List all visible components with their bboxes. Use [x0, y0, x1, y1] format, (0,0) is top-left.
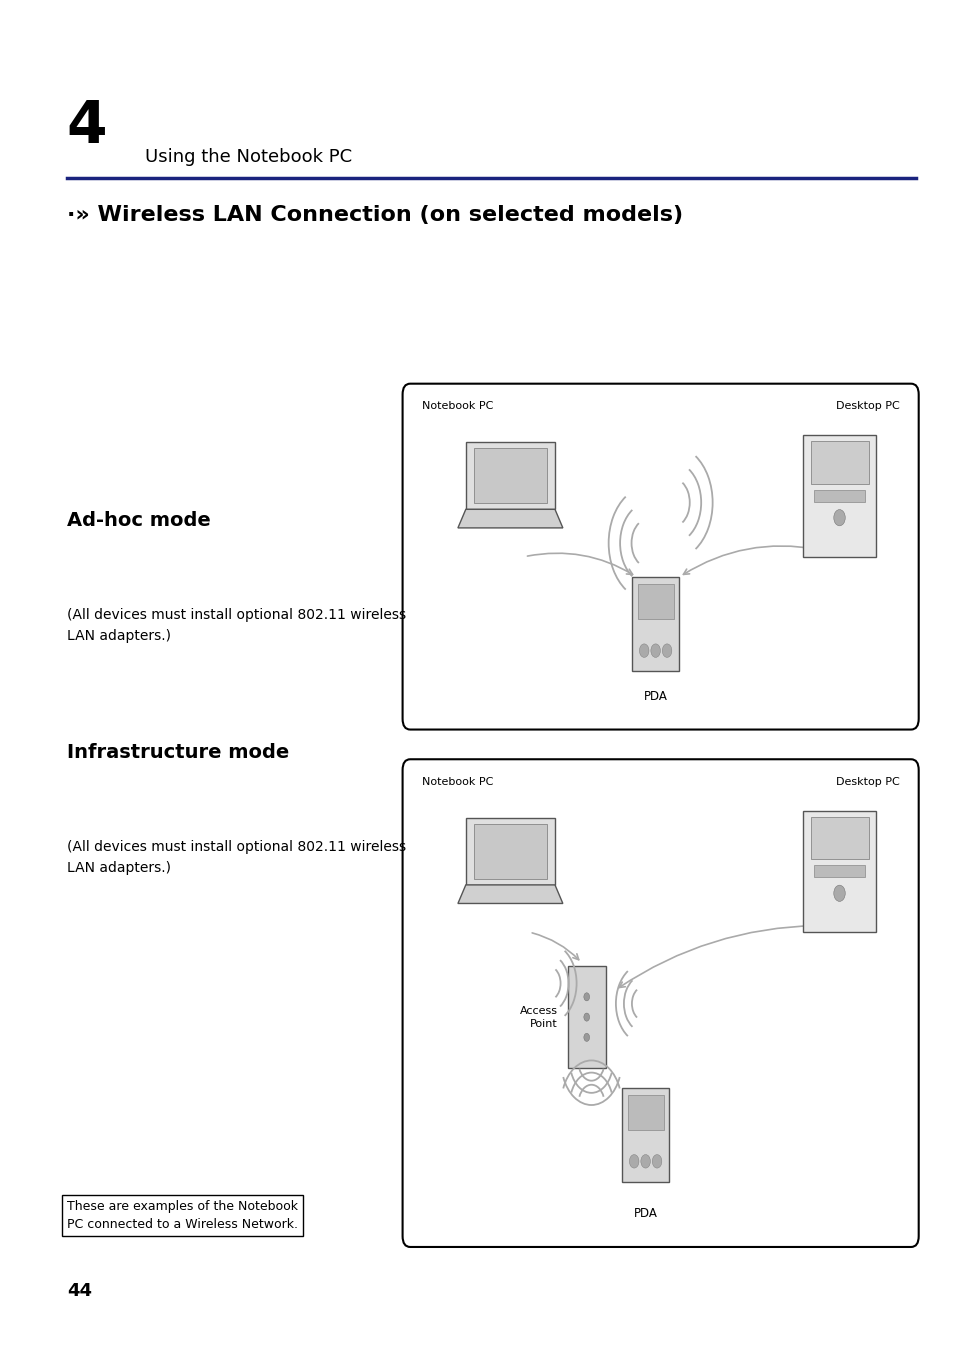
- Polygon shape: [810, 816, 867, 859]
- Polygon shape: [457, 885, 562, 904]
- Polygon shape: [474, 449, 546, 504]
- Polygon shape: [465, 819, 555, 885]
- Text: ·» Wireless LAN Connection (on selected models): ·» Wireless LAN Connection (on selected …: [67, 205, 682, 226]
- Polygon shape: [474, 824, 546, 880]
- Text: Desktop PC: Desktop PC: [835, 401, 899, 411]
- Text: Ad-hoc mode: Ad-hoc mode: [67, 511, 211, 530]
- Polygon shape: [621, 1088, 669, 1182]
- Circle shape: [833, 885, 844, 901]
- Polygon shape: [567, 966, 605, 1067]
- Polygon shape: [802, 435, 875, 557]
- Circle shape: [583, 1034, 589, 1042]
- Text: PDA: PDA: [643, 689, 667, 703]
- Text: These are examples of the Notebook
PC connected to a Wireless Network.: These are examples of the Notebook PC co…: [67, 1200, 297, 1231]
- Polygon shape: [813, 866, 864, 878]
- Text: Infrastructure mode: Infrastructure mode: [67, 743, 289, 762]
- Text: Desktop PC: Desktop PC: [835, 777, 899, 786]
- Text: (All devices must install optional 802.11 wireless
LAN adapters.): (All devices must install optional 802.1…: [67, 608, 405, 643]
- Polygon shape: [627, 1096, 663, 1129]
- Text: 44: 44: [67, 1282, 91, 1300]
- Text: 4: 4: [67, 99, 108, 155]
- FancyBboxPatch shape: [402, 384, 918, 730]
- Text: (All devices must install optional 802.11 wireless
LAN adapters.): (All devices must install optional 802.1…: [67, 840, 405, 875]
- FancyBboxPatch shape: [402, 759, 918, 1247]
- Circle shape: [629, 1155, 639, 1169]
- Text: Notebook PC: Notebook PC: [421, 777, 493, 786]
- Circle shape: [652, 1155, 661, 1169]
- Circle shape: [661, 644, 671, 658]
- Polygon shape: [457, 509, 562, 528]
- Text: Using the Notebook PC: Using the Notebook PC: [145, 149, 352, 166]
- Circle shape: [583, 1013, 589, 1021]
- Circle shape: [639, 644, 648, 658]
- Polygon shape: [631, 577, 679, 671]
- Polygon shape: [637, 585, 673, 619]
- Circle shape: [833, 509, 844, 526]
- Circle shape: [640, 1155, 650, 1169]
- Circle shape: [650, 644, 659, 658]
- Polygon shape: [802, 811, 875, 932]
- Polygon shape: [813, 490, 864, 501]
- Text: Notebook PC: Notebook PC: [421, 401, 493, 411]
- Text: Access
Point: Access Point: [519, 1005, 558, 1028]
- Circle shape: [583, 993, 589, 1001]
- Polygon shape: [465, 443, 555, 509]
- Text: PDA: PDA: [633, 1206, 657, 1220]
- Polygon shape: [810, 440, 867, 484]
